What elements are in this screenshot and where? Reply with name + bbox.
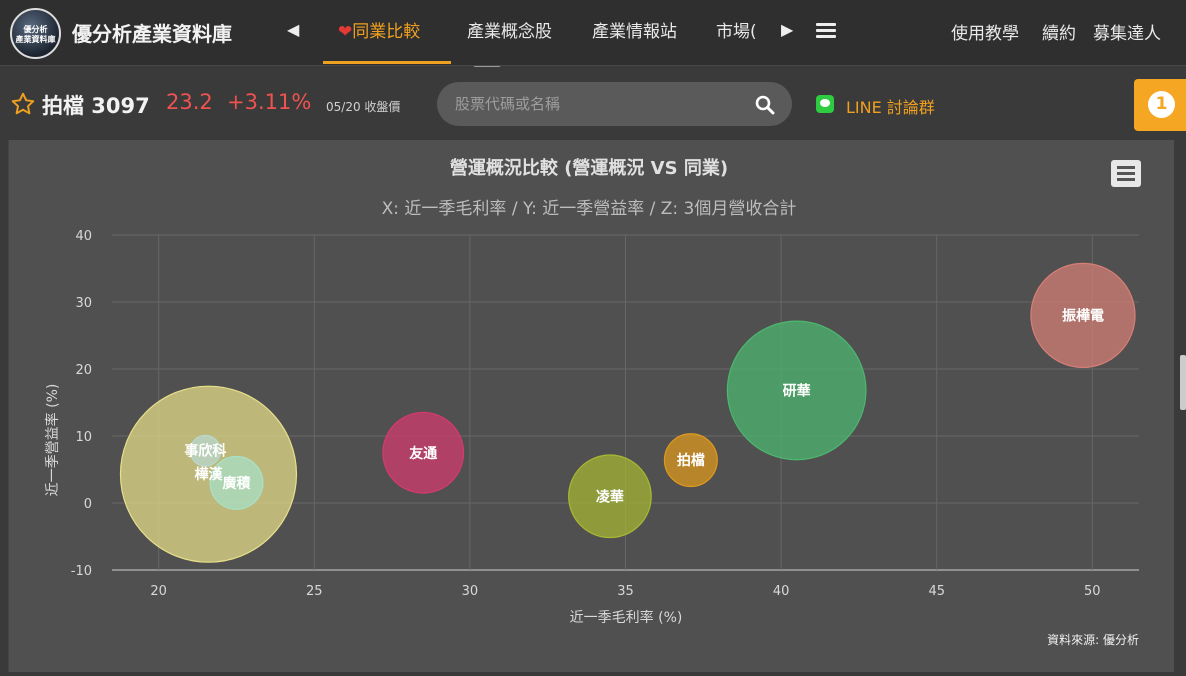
search-input[interactable] xyxy=(455,93,745,115)
line-app-icon[interactable] xyxy=(816,95,834,113)
stock-change: +3.11% xyxy=(227,90,312,114)
top-navbar: 優分析 產業資料庫 優分析產業資料庫 ◀ ❤同業比較 產業概念股 產業情報站 市… xyxy=(0,0,1186,66)
chart-panel: 營運概況比較 (營運概況 VS 同業) X: 近一季毛利率 / Y: 近一季營益… xyxy=(8,140,1174,672)
brand-title[interactable]: 優分析產業資料庫 xyxy=(72,22,232,46)
active-tab-underline xyxy=(323,61,451,64)
nav-next-icon[interactable]: ▶ xyxy=(781,20,794,39)
logo-line-1: 優分析 xyxy=(23,25,48,34)
bubble[interactable] xyxy=(663,433,718,488)
x-tick-label: 35 xyxy=(617,584,634,599)
bubble[interactable] xyxy=(726,320,867,461)
chart-ticks: -10 0 10 20 30 40 20 25 30 35 40 45 50 xyxy=(71,229,1101,599)
x-tick-label: 45 xyxy=(928,584,945,599)
chart-subtitle: X: 近一季毛利率 / Y: 近一季營益率 / Z: 3個月營收合計 xyxy=(382,199,797,219)
y-tick-label: 20 xyxy=(75,363,92,378)
renew-link[interactable]: 續約 xyxy=(1042,24,1076,44)
bubble[interactable] xyxy=(119,385,298,563)
tab-industry-concept[interactable]: 產業概念股 xyxy=(467,22,552,42)
nav-prev-icon[interactable]: ◀ xyxy=(287,20,300,39)
x-axis-label: 近一季毛利率 (%) xyxy=(570,609,683,626)
logo[interactable]: 優分析 產業資料庫 xyxy=(10,8,61,59)
bubble[interactable] xyxy=(209,455,264,510)
search-icon[interactable] xyxy=(755,95,775,115)
tab-peer-comparison[interactable]: ❤同業比較 xyxy=(338,17,420,42)
tab-industry-news[interactable]: 產業情報站 xyxy=(592,22,677,42)
recruit-link[interactable]: 募集達人 xyxy=(1093,24,1161,44)
y-tick-label: 30 xyxy=(75,296,92,311)
logo-line-2: 產業資料庫 xyxy=(15,35,56,44)
y-axis-label: 近一季營益率 (%) xyxy=(44,384,61,497)
tab-market[interactable]: 市場( xyxy=(716,22,757,42)
y-tick-label: -10 xyxy=(71,564,92,579)
stock-price: 23.2 xyxy=(166,90,213,114)
bubble-label: 樺漢 xyxy=(194,466,223,483)
bubble[interactable] xyxy=(382,411,465,494)
x-tick-label: 25 xyxy=(306,584,323,599)
bubble-label: 友通 xyxy=(409,445,437,462)
x-tick-label: 40 xyxy=(773,584,790,599)
x-tick-label: 20 xyxy=(150,584,167,599)
y-tick-label: 10 xyxy=(75,430,92,445)
bubble-label: 凌華 xyxy=(596,488,624,505)
bubble-label: 廣積 xyxy=(222,475,251,492)
x-tick-label: 50 xyxy=(1084,584,1101,599)
chart-credit[interactable]: 資料來源: 優分析 xyxy=(1047,633,1139,647)
quote-date: 05/20 收盤價 xyxy=(326,100,401,114)
bubble[interactable] xyxy=(568,454,652,539)
bubble[interactable] xyxy=(1030,262,1136,369)
search-box xyxy=(437,82,792,126)
favorite-star-icon[interactable] xyxy=(10,91,36,117)
tab-label: 同業比較 xyxy=(352,22,421,42)
tutorial-link[interactable]: 使用教學 xyxy=(951,24,1019,44)
bubble-label: 事欣科 xyxy=(184,443,226,460)
bubble-chart: 營運概況比較 (營運概況 VS 同業) X: 近一季毛利率 / Y: 近一季營益… xyxy=(44,157,1139,647)
page-scrollbar[interactable] xyxy=(1180,355,1186,410)
x-tick-label: 30 xyxy=(462,584,479,599)
bubble[interactable] xyxy=(189,434,222,467)
chart-title: 營運概況比較 (營運概況 VS 同業) xyxy=(450,157,728,179)
notification-count: 1 xyxy=(1148,91,1175,118)
heart-icon: ❤ xyxy=(338,22,353,42)
menu-icon[interactable] xyxy=(816,23,836,38)
y-tick-label: 40 xyxy=(75,229,92,244)
line-discussion-link[interactable]: LINE 討論群 xyxy=(846,98,935,117)
bubble-label: 振樺電 xyxy=(1062,307,1104,324)
y-tick-label: 0 xyxy=(84,497,92,512)
bubble-label: 拍檔 xyxy=(677,452,705,469)
bubble-label: 研華 xyxy=(783,382,811,399)
quote-bar: 拍檔 3097 23.2 +3.11% 05/20 收盤價 LINE 討論群 1 xyxy=(0,67,1186,139)
notification-button[interactable]: 1 xyxy=(1134,79,1186,131)
chart-export-menu-icon[interactable] xyxy=(1111,160,1141,187)
stock-name: 拍檔 3097 xyxy=(42,94,150,118)
